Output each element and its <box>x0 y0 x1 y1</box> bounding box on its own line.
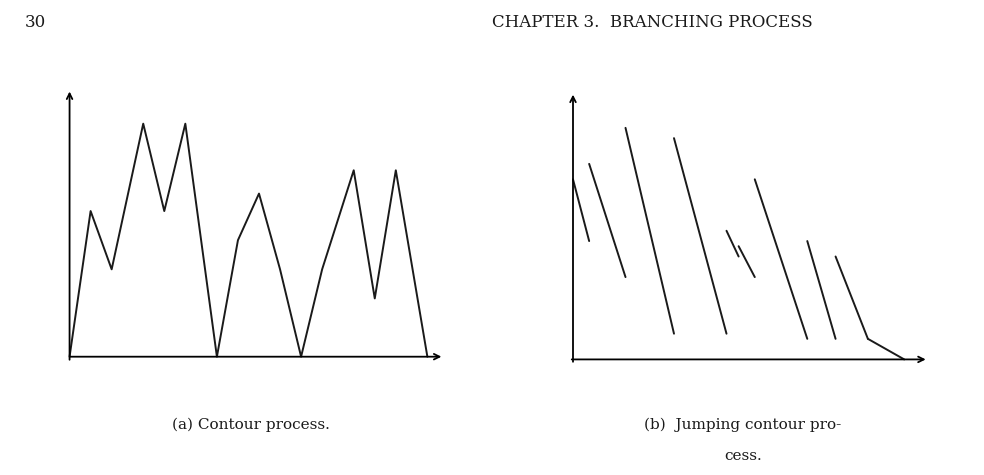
Text: CHAPTER 3.  BRANCHING PROCESS: CHAPTER 3. BRANCHING PROCESS <box>492 14 813 31</box>
Text: (a) Contour process.: (a) Contour process. <box>172 418 330 432</box>
Text: cess.: cess. <box>724 449 762 463</box>
Text: (b)  Jumping contour pro-: (b) Jumping contour pro- <box>645 418 841 432</box>
Text: 30: 30 <box>25 14 46 31</box>
